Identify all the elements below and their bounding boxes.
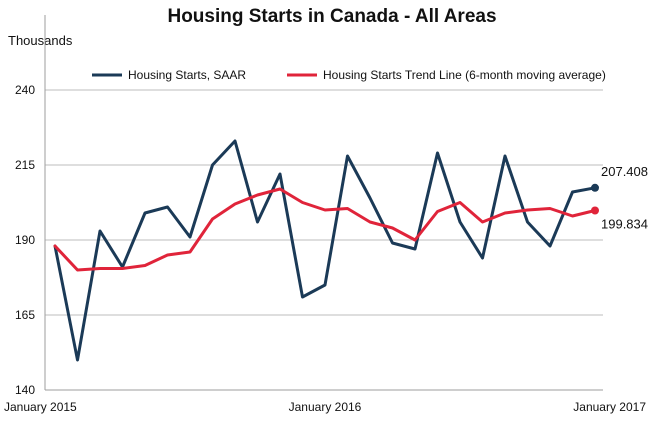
x-tick-label: January 2015 [4,400,77,414]
y-tick-label: 165 [15,308,35,322]
axes: 140 165 190 215 240 January 2015 January 2016 J… [4,15,646,414]
end-value-label: 199.834 [601,216,648,231]
series-lines: 207.408 199.834 [53,139,648,362]
legend-label: Housing Starts Trend Line (6-month movin… [323,68,606,82]
y-tick-label: 190 [15,233,35,247]
series-endpoint-0 [591,183,599,192]
series-line-0 [53,139,597,362]
gridlines [45,89,603,316]
end-value-label: 207.408 [601,164,648,179]
y-axis-label: Thousands [8,33,73,48]
series-endpoint-1 [591,206,599,215]
legend-label: Housing Starts, SAAR [128,68,246,82]
y-tick-label: 140 [15,383,35,397]
y-tick-label: 240 [15,83,35,97]
series-line-1 [53,187,597,272]
legend: Housing Starts, SAAR Housing Starts Trend… [92,68,606,82]
y-tick-label: 215 [15,158,35,172]
x-tick-label: January 2016 [289,400,362,414]
x-tick-label: January 2017 [573,400,646,414]
chart-title: Housing Starts in Canada - All Areas [167,6,496,27]
